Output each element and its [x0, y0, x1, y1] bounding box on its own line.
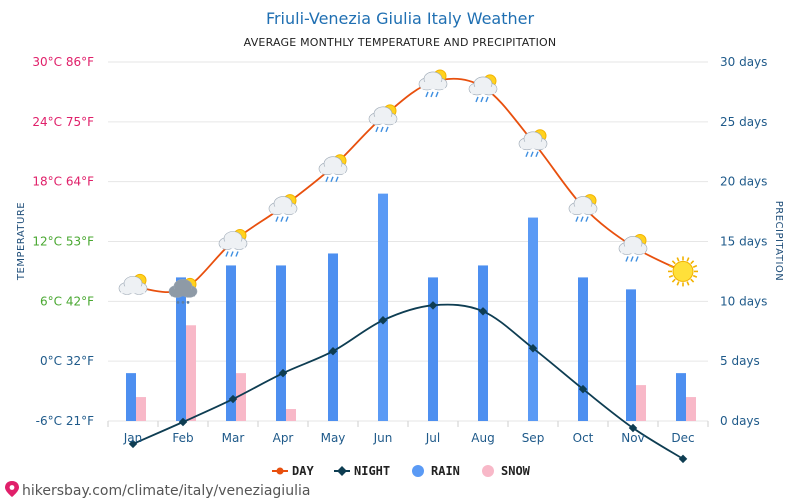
night-point	[478, 307, 488, 316]
rain-bar	[378, 193, 388, 421]
legend-day-label: DAY	[292, 464, 314, 478]
rain-bar	[528, 217, 538, 421]
month-label: Mar	[222, 431, 245, 445]
chart-subtitle: AVERAGE MONTHLY TEMPERATURE AND PRECIPIT…	[244, 36, 557, 49]
legend-snow-label: SNOW	[501, 464, 531, 478]
rain-bar	[176, 277, 186, 421]
month-axis: Jan Feb Mar Apr May Jun Jul Aug Sep Oct Nov Dec	[123, 431, 695, 445]
weather-icons	[118, 69, 698, 304]
rain-bar	[126, 373, 136, 421]
rain-bar	[276, 265, 286, 421]
rain-bar	[626, 289, 636, 421]
snow-bar	[236, 373, 246, 421]
footer[interactable]: hikersbay.com/climate/italy/veneziagiuli…	[5, 481, 310, 499]
precipitation-axis-label: PRECIPITATION	[773, 201, 784, 282]
rain-bar	[226, 265, 236, 421]
precipitation-bars	[126, 193, 696, 421]
partly-cloudy-rain-icon	[518, 129, 548, 158]
precipitation-tick-label: 0 days	[720, 414, 760, 428]
rain-bar	[478, 265, 488, 421]
month-label: Apr	[273, 431, 294, 445]
month-label: Jul	[425, 431, 440, 445]
precipitation-tick-label: 20 days	[720, 175, 767, 189]
precipitation-tick-label: 5 days	[720, 354, 760, 368]
month-label: Jun	[373, 431, 393, 445]
legend-snow-swatch	[482, 465, 494, 477]
month-label: Aug	[471, 431, 494, 445]
precipitation-axis: 30 days 25 days 20 days 15 days 10 days 5 day…	[720, 55, 767, 428]
legend-night[interactable]: NIGHT	[334, 464, 390, 478]
temperature-tick-label: 30°C 86°F	[32, 55, 94, 69]
temperature-axis: 30°C 86°F 24°C 75°F 18°C 64°F 12°C 53°F 6°C …	[32, 55, 94, 428]
month-label: Nov	[621, 431, 644, 445]
precipitation-tick-label: 25 days	[720, 115, 767, 129]
partly-cloudy-rain-icon	[268, 194, 298, 222]
legend-night-label: NIGHT	[354, 464, 390, 478]
partly-cloudy-rain-icon	[318, 154, 348, 182]
legend-night-marker	[337, 466, 347, 476]
gridlines	[107, 61, 709, 427]
precipitation-tick-label: 10 days	[720, 294, 767, 308]
temperature-tick-label: 24°C 75°F	[32, 115, 94, 129]
temperature-tick-label: -6°C 21°F	[36, 414, 94, 428]
snow-bar	[686, 397, 696, 421]
month-label: May	[321, 431, 346, 445]
chart-title: Friuli-Venezia Giulia Italy Weather	[266, 9, 535, 28]
night-point	[678, 454, 688, 464]
night-point	[278, 368, 288, 378]
night-point	[228, 394, 238, 404]
legend-snow[interactable]: SNOW	[482, 464, 531, 478]
partly-cloudy-rain-icon	[418, 69, 448, 98]
month-label: Dec	[671, 431, 694, 445]
month-label: Feb	[172, 431, 193, 445]
snow-cloud-icon	[168, 277, 198, 304]
rain-bar	[676, 373, 686, 421]
legend-day[interactable]: DAY	[272, 464, 314, 478]
footer-url[interactable]: hikersbay.com/climate/italy/veneziagiuli…	[22, 483, 310, 499]
location-pin-icon	[5, 481, 19, 497]
partly-cloudy-rain-icon	[468, 74, 498, 103]
rain-bar	[328, 253, 338, 421]
night-point	[378, 316, 388, 325]
night-point	[628, 423, 638, 433]
temperature-tick-label: 12°C 53°F	[32, 235, 94, 249]
month-label: Jan	[123, 431, 143, 445]
night-point	[428, 301, 438, 310]
temperature-axis-label: TEMPERATURE	[16, 202, 27, 281]
temperature-lines	[128, 77, 688, 464]
partly-cloudy-rain-icon	[618, 233, 648, 262]
precipitation-tick-label: 30 days	[720, 55, 767, 69]
night-point	[128, 439, 138, 449]
night-point	[528, 343, 538, 353]
night-temperature-line	[132, 303, 684, 460]
snow-bar	[286, 409, 296, 421]
night-point	[328, 346, 338, 356]
partly-cloudy-icon	[118, 273, 148, 295]
legend-rain[interactable]: RAIN	[412, 464, 460, 478]
legend-day-marker	[276, 467, 284, 475]
legend: DAY NIGHT RAIN SNOW	[272, 464, 531, 478]
temperature-tick-label: 0°C 32°F	[40, 354, 94, 368]
snow-bar	[636, 385, 646, 421]
night-point	[578, 384, 588, 394]
partly-cloudy-rain-icon	[368, 104, 398, 133]
sun-icon	[668, 256, 698, 287]
legend-rain-swatch	[412, 465, 424, 477]
day-temperature-line	[132, 77, 684, 294]
legend-rain-label: RAIN	[431, 464, 460, 478]
month-label: Sep	[522, 431, 545, 445]
precipitation-tick-label: 15 days	[720, 235, 767, 249]
partly-cloudy-rain-icon	[218, 229, 248, 257]
snow-bar	[136, 397, 146, 421]
temperature-tick-label: 18°C 64°F	[32, 175, 94, 189]
rain-bar	[428, 277, 438, 421]
temperature-tick-label: 6°C 42°F	[40, 294, 94, 308]
month-label: Oct	[573, 431, 594, 445]
partly-cloudy-rain-icon	[568, 194, 598, 222]
rain-bar	[578, 277, 588, 421]
night-point	[178, 417, 188, 427]
snow-bar	[186, 325, 196, 421]
